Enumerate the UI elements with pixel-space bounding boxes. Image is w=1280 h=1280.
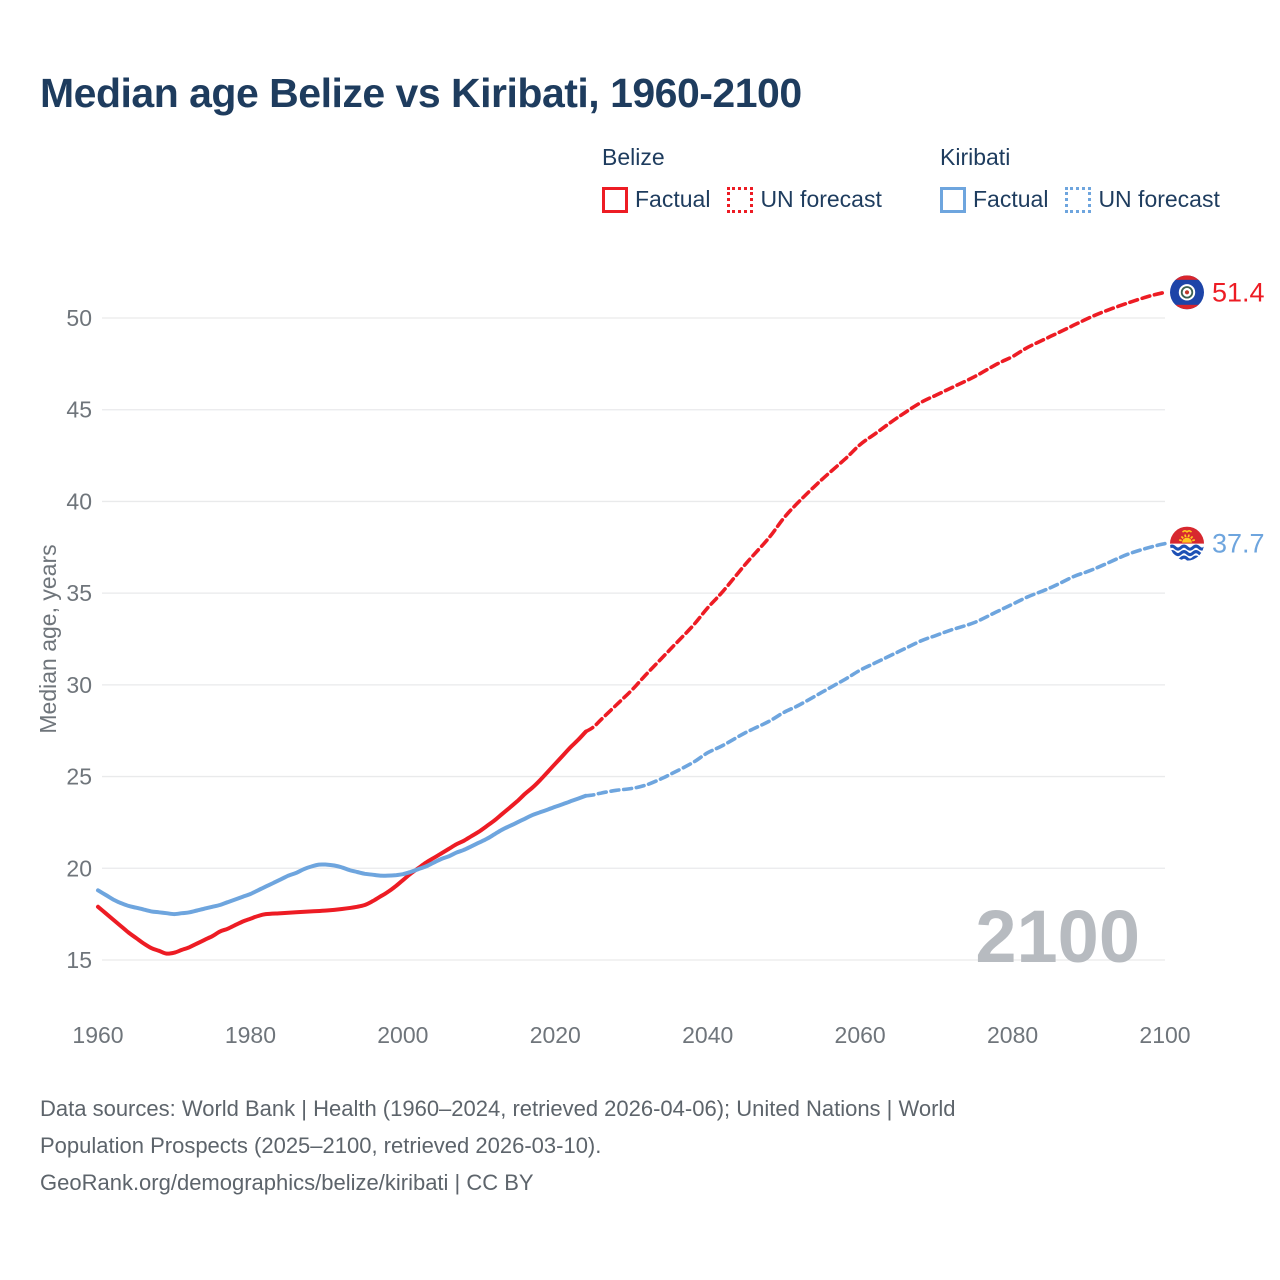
belize-factual-line <box>96 729 588 956</box>
belize-forecast-swatch-icon <box>727 186 754 213</box>
y-tick-label: 45 <box>66 397 92 423</box>
y-tick-label: 15 <box>66 947 92 973</box>
y-tick-label: 50 <box>66 305 92 331</box>
belize-end-value-label: 51.4 <box>1212 277 1265 307</box>
x-tick-label: 1980 <box>225 1022 276 1048</box>
x-tick-label: 1960 <box>72 1022 123 1048</box>
kiribati-flag-icon <box>1170 526 1204 561</box>
y-tick-label: 25 <box>66 764 92 790</box>
kiribati-end-value-label: 37.7 <box>1212 529 1265 559</box>
belize-factual-swatch-icon <box>602 186 628 213</box>
kiribati-factual-swatch-icon <box>940 186 966 213</box>
legend-header-kiribati: Kiribati <box>940 144 1011 170</box>
kiribati-factual-label: Factual <box>973 186 1049 212</box>
kiribati-forecast-swatch-icon <box>1065 186 1092 213</box>
legend-row-belize: Factual UN forecast <box>602 186 899 213</box>
source-line-1: Data sources: World Bank | Health (1960–… <box>40 1096 956 1121</box>
kiribati-factual-line <box>96 793 588 917</box>
belize-flag-icon <box>1170 275 1204 310</box>
legend-group-kiribati: Kiribati Factual UN forecast <box>940 144 1237 213</box>
x-tick-label: 2000 <box>377 1022 428 1048</box>
x-tick-label: 2060 <box>835 1022 886 1048</box>
source-line-2: Population Prospects (2025–2100, retriev… <box>40 1133 602 1158</box>
y-tick-label: 30 <box>66 672 92 698</box>
legend-header-belize: Belize <box>602 144 665 170</box>
kiribati-un-forecast-line <box>584 541 1167 798</box>
legend-group-belize: Belize Factual UN forecast <box>602 144 899 213</box>
y-tick-label: 35 <box>66 580 92 606</box>
y-axis-title: Median age, years <box>35 544 61 733</box>
y-tick-label: 40 <box>66 488 92 514</box>
kiribati-forecast-label: UN forecast <box>1098 186 1220 212</box>
belize-factual-label: Factual <box>635 186 711 212</box>
belize-forecast-label: UN forecast <box>760 186 882 212</box>
x-tick-label: 2100 <box>1139 1022 1190 1048</box>
x-tick-label: 2080 <box>987 1022 1038 1048</box>
legend-row-kiribati: Factual UN forecast <box>940 186 1237 213</box>
x-tick-label: 2020 <box>530 1022 581 1048</box>
belize-un-forecast-line <box>584 290 1167 734</box>
page-title: Median age Belize vs Kiribati, 1960-2100 <box>40 70 802 116</box>
gridlines: 15 20 25 30 35 40 45 50 <box>66 305 1165 973</box>
year-watermark: 2100 <box>975 895 1140 978</box>
source-note: Data sources: World Bank | Health (1960–… <box>40 1090 1190 1201</box>
source-line-3: GeoRank.org/demographics/belize/kiribati… <box>40 1170 534 1195</box>
y-tick-label: 20 <box>66 855 92 881</box>
x-tick-label: 2040 <box>682 1022 733 1048</box>
